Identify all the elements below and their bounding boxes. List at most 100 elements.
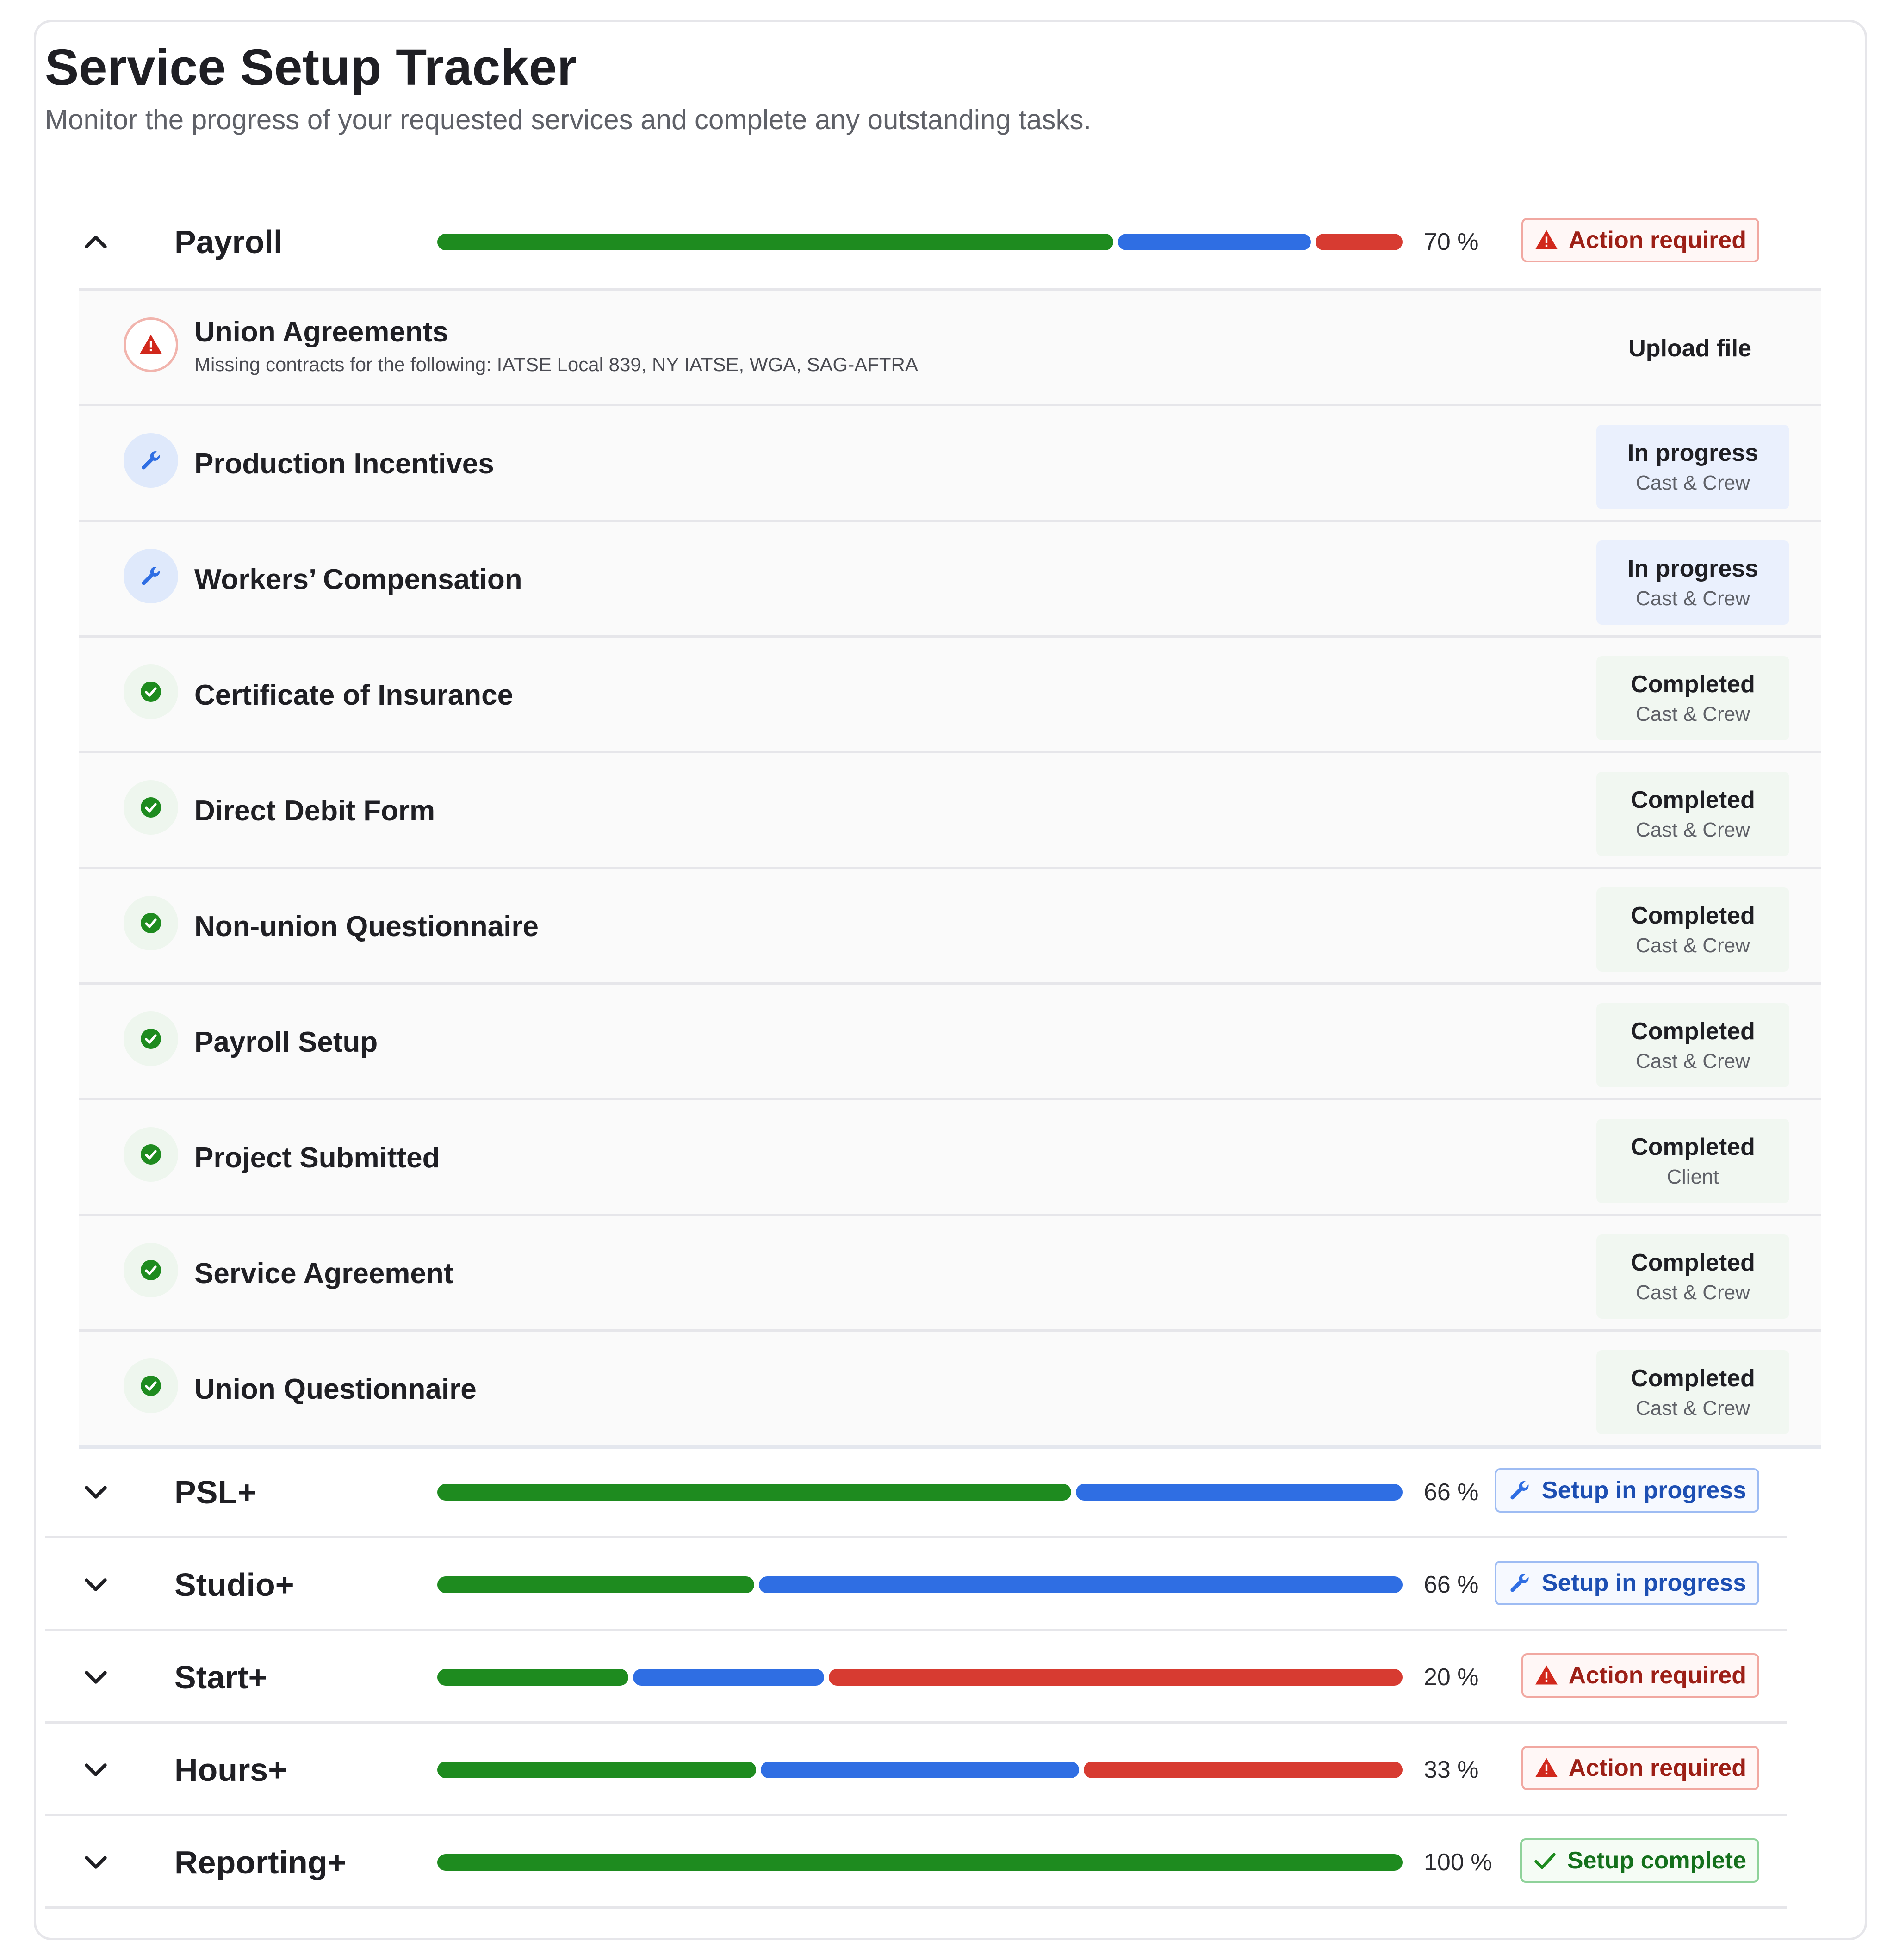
progress-percent: 20 % bbox=[1424, 1664, 1479, 1691]
status-badge-label: Setup in progress bbox=[1541, 1477, 1746, 1504]
task-row: Service Agreement Completed Cast & Crew bbox=[79, 1214, 1821, 1329]
check-circle-icon bbox=[124, 664, 178, 719]
status-badge-label: Setup complete bbox=[1567, 1847, 1746, 1874]
task-row: Non-union Questionnaire Completed Cast & C… bbox=[79, 867, 1821, 982]
progress-segment-in-progress bbox=[760, 1762, 1080, 1778]
wrench-icon bbox=[1508, 1571, 1532, 1595]
task-owner: Cast & Crew bbox=[1636, 934, 1750, 957]
task-name: Direct Debit Form bbox=[194, 795, 435, 827]
task-name: Project Submitted bbox=[194, 1142, 440, 1174]
chevron-down-icon[interactable] bbox=[82, 1571, 110, 1599]
check-circle-icon bbox=[124, 1011, 178, 1066]
task-owner: Cast & Crew bbox=[1636, 1397, 1750, 1420]
warning-icon bbox=[1534, 228, 1558, 252]
task-list: Union Agreements Missing contracts for th… bbox=[79, 288, 1821, 1449]
task-status: In progress Cast & Crew bbox=[1596, 425, 1789, 509]
progress-percent: 70 % bbox=[1424, 229, 1479, 255]
chevron-down-icon[interactable] bbox=[82, 1663, 110, 1691]
service-row[interactable]: Reporting+ 100 % Setup complete bbox=[45, 1816, 1787, 1909]
task-row: Payroll Setup Completed Cast & Crew bbox=[79, 982, 1821, 1098]
page-title: Service Setup Tracker bbox=[45, 39, 577, 96]
status-badge-label: Action required bbox=[1568, 227, 1746, 254]
task-status-label: Completed bbox=[1631, 1134, 1755, 1160]
task-status-label: In progress bbox=[1627, 440, 1759, 466]
task-name: Union Questionnaire bbox=[194, 1373, 477, 1405]
service-row[interactable]: Hours+ 33 % Action required bbox=[45, 1724, 1787, 1816]
task-row: Certificate of Insurance Completed Cast & … bbox=[79, 635, 1821, 751]
task-name: Payroll Setup bbox=[194, 1026, 378, 1058]
task-owner: Cast & Crew bbox=[1636, 1281, 1750, 1304]
progress-bar bbox=[437, 1762, 1403, 1778]
service-name: PSL+ bbox=[174, 1474, 257, 1510]
check-icon bbox=[1533, 1848, 1557, 1873]
service-name: Hours+ bbox=[174, 1752, 287, 1788]
warning-icon bbox=[1534, 1756, 1558, 1780]
check-circle-icon bbox=[124, 1127, 178, 1182]
chevron-down-icon[interactable] bbox=[82, 1848, 110, 1876]
status-badge-label: Setup in progress bbox=[1541, 1569, 1746, 1596]
warning-icon bbox=[124, 317, 178, 372]
task-status: Completed Cast & Crew bbox=[1596, 1003, 1789, 1087]
progress-percent: 100 % bbox=[1424, 1849, 1492, 1876]
task-owner: Cast & Crew bbox=[1636, 703, 1750, 726]
task-status-label: Completed bbox=[1631, 787, 1755, 813]
progress-percent: 66 % bbox=[1424, 1479, 1479, 1506]
progress-segment-complete bbox=[437, 1854, 1403, 1871]
task-status: In progress Cast & Crew bbox=[1596, 540, 1789, 625]
page-subtitle: Monitor the progress of your requested s… bbox=[45, 104, 1092, 135]
task-status: Completed Cast & Crew bbox=[1596, 656, 1789, 740]
progress-segment-action-required bbox=[1084, 1762, 1403, 1778]
task-status: Completed Client bbox=[1596, 1119, 1789, 1203]
task-status-label: Completed bbox=[1631, 1365, 1755, 1392]
task-name: Service Agreement bbox=[194, 1258, 453, 1290]
progress-segment-complete bbox=[437, 1576, 754, 1593]
task-status-label: In progress bbox=[1627, 555, 1759, 582]
service-name: Payroll bbox=[174, 224, 283, 260]
chevron-down-icon[interactable] bbox=[82, 1756, 110, 1784]
progress-segment-in-progress bbox=[1076, 1484, 1403, 1501]
upload-file-button[interactable]: Upload file bbox=[1628, 335, 1751, 362]
progress-bar bbox=[437, 1669, 1403, 1686]
wrench-icon bbox=[124, 549, 178, 603]
status-badge: Setup complete bbox=[1520, 1838, 1759, 1883]
task-name: Certificate of Insurance bbox=[194, 679, 514, 711]
progress-segment-in-progress bbox=[1118, 234, 1311, 250]
progress-bar bbox=[437, 1576, 1403, 1593]
task-row: Production Incentives In progress Cast & C… bbox=[79, 404, 1821, 520]
chevron-down-icon[interactable] bbox=[82, 1478, 110, 1506]
progress-bar bbox=[437, 1484, 1403, 1501]
task-name: Workers’ Compensation bbox=[194, 564, 522, 595]
status-badge: Setup in progress bbox=[1494, 1561, 1759, 1605]
task-name: Union Agreements bbox=[194, 316, 448, 348]
service-row[interactable]: Studio+ 66 % Setup in progress bbox=[45, 1538, 1787, 1631]
task-owner: Cast & Crew bbox=[1636, 819, 1750, 841]
task-status: Completed Cast & Crew bbox=[1596, 1350, 1789, 1434]
status-badge-label: Action required bbox=[1568, 1662, 1746, 1689]
status-badge: Action required bbox=[1521, 218, 1759, 262]
progress-bar bbox=[437, 234, 1403, 250]
task-owner: Cast & Crew bbox=[1636, 471, 1750, 494]
progress-segment-complete bbox=[437, 1762, 756, 1778]
progress-segment-complete bbox=[437, 234, 1113, 250]
task-status-label: Completed bbox=[1631, 1018, 1755, 1045]
status-badge: Action required bbox=[1521, 1653, 1759, 1698]
chevron-up-icon[interactable] bbox=[82, 228, 110, 256]
service-row[interactable]: PSL+ 66 % Setup in progress bbox=[45, 1446, 1787, 1538]
task-row: Project Submitted Completed Client bbox=[79, 1098, 1821, 1214]
service-row[interactable]: Start+ 20 % Action required bbox=[45, 1631, 1787, 1724]
service-name: Reporting+ bbox=[174, 1844, 347, 1880]
task-status-label: Completed bbox=[1631, 1249, 1755, 1276]
task-status-label: Completed bbox=[1631, 902, 1755, 929]
service-row[interactable]: Payroll 70 % Action required bbox=[45, 196, 1787, 288]
status-badge-label: Action required bbox=[1568, 1755, 1746, 1781]
service-name: Start+ bbox=[174, 1659, 267, 1695]
progress-segment-complete bbox=[437, 1669, 628, 1686]
check-circle-icon bbox=[124, 1243, 178, 1297]
task-row: Direct Debit Form Completed Cast & Crew bbox=[79, 751, 1821, 867]
task-name: Non-union Questionnaire bbox=[194, 911, 539, 943]
progress-percent: 33 % bbox=[1424, 1756, 1479, 1783]
warning-icon bbox=[1534, 1663, 1558, 1687]
status-badge: Action required bbox=[1521, 1746, 1759, 1790]
progress-percent: 66 % bbox=[1424, 1571, 1479, 1598]
task-row: Union Agreements Missing contracts for th… bbox=[79, 288, 1821, 404]
